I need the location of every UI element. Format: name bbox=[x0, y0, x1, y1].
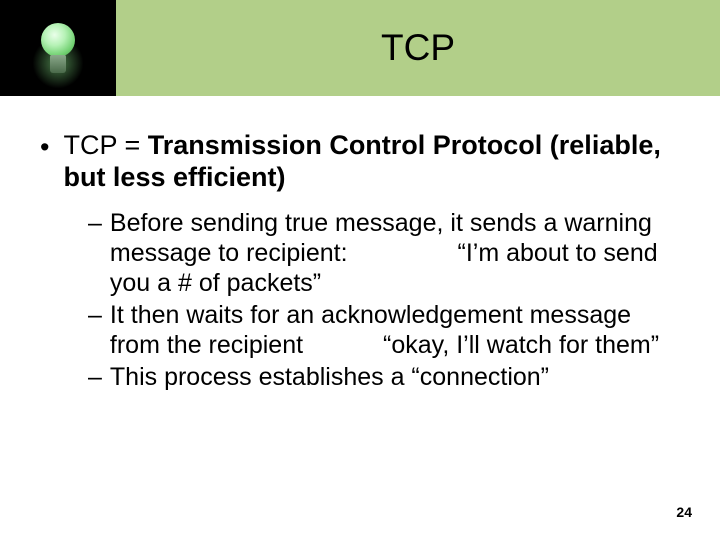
sub-quote: “okay, I’ll watch for them” bbox=[383, 331, 659, 359]
sub-bullet-text: Before sending true message, it sends a … bbox=[110, 208, 680, 298]
logo-box bbox=[0, 0, 116, 96]
sub-bullet: – It then waits for an acknowledgement m… bbox=[88, 300, 680, 360]
lightbulb-icon bbox=[34, 15, 82, 81]
dash-icon: – bbox=[88, 300, 102, 330]
main-bullet-text: TCP = Transmission Control Protocol (rel… bbox=[63, 130, 680, 194]
slide-title: TCP bbox=[116, 0, 720, 96]
sub-bullet-list: – Before sending true message, it sends … bbox=[40, 208, 680, 392]
content-area: • TCP = Transmission Control Protocol (r… bbox=[0, 96, 720, 392]
header-band: TCP bbox=[0, 0, 720, 96]
dash-icon: – bbox=[88, 208, 102, 238]
page-number: 24 bbox=[676, 504, 692, 520]
main-bullet: • TCP = Transmission Control Protocol (r… bbox=[40, 130, 680, 194]
dash-icon: – bbox=[88, 362, 102, 392]
bullet-bold: Transmission Control Protocol (reliable,… bbox=[63, 130, 660, 192]
sub-pre: This process establishes a “connection” bbox=[110, 363, 549, 391]
bullet-lead: TCP = bbox=[63, 130, 147, 160]
bullet-dot-icon: • bbox=[40, 132, 49, 164]
sub-bullet-text: This process establishes a “connection” bbox=[110, 362, 680, 392]
sub-bullet: – This process establishes a “connection… bbox=[88, 362, 680, 392]
sub-bullet-text: It then waits for an acknowledgement mes… bbox=[110, 300, 680, 360]
sub-bullet: – Before sending true message, it sends … bbox=[88, 208, 680, 298]
